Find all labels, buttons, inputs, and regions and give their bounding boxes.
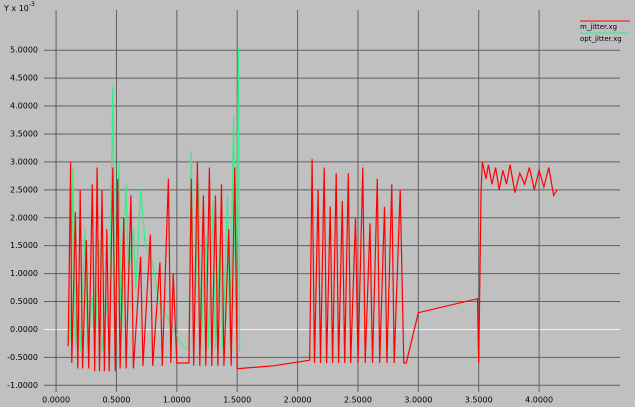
x-tick-label: 2.5000 [344, 396, 372, 405]
y-axis-label: Y x 10-3 [3, 1, 35, 13]
x-tick-label: 3.5000 [465, 396, 493, 405]
y-tick-label: 4.5000 [10, 74, 38, 83]
y-tick-label: 3.5000 [10, 129, 38, 138]
x-tick-label: 3.0000 [404, 396, 432, 405]
legend-label: m_jitter.xg [580, 23, 617, 31]
y-tick-label: 4.0000 [10, 102, 38, 111]
y-tick-label: 3.0000 [10, 157, 38, 166]
y-label-base: Y x 10 [3, 4, 29, 13]
series-line [67, 159, 558, 372]
x-tick-label: 0.5000 [102, 396, 130, 405]
y-tick-label: 1.5000 [10, 241, 38, 250]
y-tick-label: 0.5000 [10, 297, 38, 306]
y-tick-label: 2.5000 [10, 185, 38, 194]
y-tick-label: -1.0000 [7, 381, 38, 390]
y-tick-label: -0.5000 [7, 353, 38, 362]
x-tick-label: 1.0000 [163, 396, 191, 405]
y-label-exponent: -3 [29, 1, 35, 8]
y-tick-label: 1.0000 [10, 269, 38, 278]
x-tick-label: 2.0000 [284, 396, 312, 405]
x-tick-label: 4.0000 [525, 396, 553, 405]
legend-label: opt_jitter.xg [580, 35, 622, 43]
y-tick-label: 2.0000 [10, 213, 38, 222]
y-tick-label: 0.0000 [10, 325, 38, 334]
x-tick-label: 1.5000 [223, 396, 251, 405]
y-tick-label: 5.0000 [10, 46, 38, 55]
x-tick-label: 0.0000 [42, 396, 70, 405]
